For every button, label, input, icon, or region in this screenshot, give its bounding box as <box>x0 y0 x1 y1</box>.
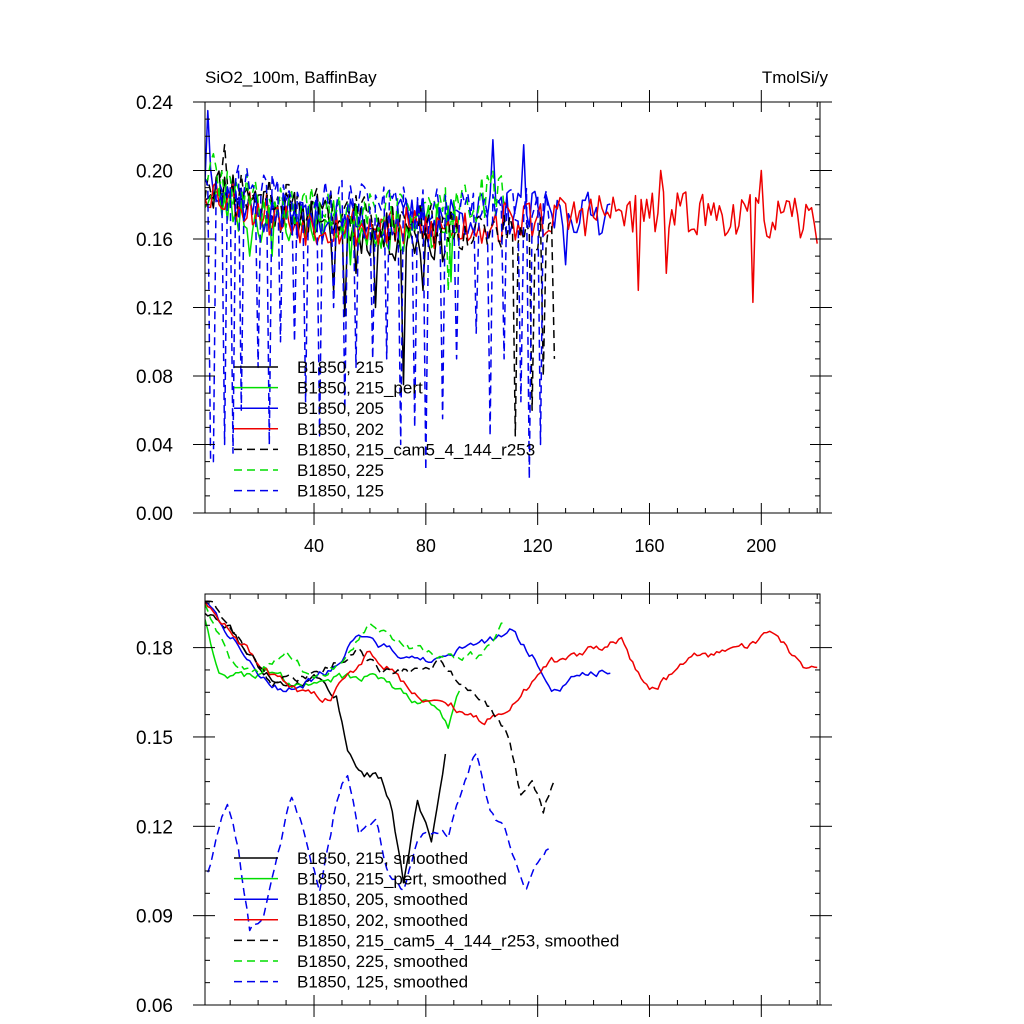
x-tick-label: 160 <box>634 536 664 556</box>
x-tick-label: 40 <box>304 536 324 556</box>
y-tick-label: 0.06 <box>136 996 173 1017</box>
top-title-right: TmolSi/y <box>762 68 829 87</box>
legend-label-6: B1850, 125, smoothed <box>297 973 468 992</box>
legend-label-0: B1850, 215, smoothed <box>297 849 468 868</box>
y-tick-label: 0.16 <box>136 230 173 251</box>
x-tick-label: 120 <box>523 536 553 556</box>
legend-label-1: B1850, 215_pert, smoothed <box>297 870 507 889</box>
y-tick-label: 0.24 <box>136 93 173 114</box>
series-line-4 <box>205 600 556 814</box>
legend-label-6: B1850, 125 <box>297 482 384 501</box>
x-tick-label: 80 <box>416 536 436 556</box>
series-line-6 <box>207 752 553 932</box>
legend-label-5: B1850, 225 <box>297 461 384 480</box>
series-line-5 <box>205 152 505 292</box>
series-group <box>205 109 818 480</box>
series-line-0 <box>205 170 447 386</box>
y-tick-label: 0.12 <box>136 817 173 838</box>
series-line-1 <box>205 619 461 729</box>
legend-label-1: B1850, 215_pert <box>297 379 423 398</box>
y-tick-label: 0.08 <box>136 367 173 388</box>
series-line-5 <box>205 604 505 680</box>
y-tick-label: 0.20 <box>136 162 173 183</box>
y-tick-label: 0.15 <box>136 728 173 749</box>
legend-label-4: B1850, 215_cam5_4_144_r253, smoothed <box>297 931 619 950</box>
y-tick-label: 0.09 <box>136 907 173 928</box>
y-tick-label: 0.18 <box>136 639 173 660</box>
y-tick-label: 0.00 <box>136 504 173 525</box>
legend-label-5: B1850, 225, smoothed <box>297 952 468 971</box>
series-group <box>205 600 818 932</box>
bottom-panel: 0.06 0.09 0.12 0.15 0.18 B1850, 215, smoothed… <box>136 582 832 1017</box>
legend-label-3: B1850, 202 <box>297 420 384 439</box>
y-tick-label: 0.04 <box>136 436 173 457</box>
series-line-3 <box>205 169 818 304</box>
legend-label-0: B1850, 215 <box>297 358 384 377</box>
legend-label-2: B1850, 205, smoothed <box>297 890 468 909</box>
legend-label-4: B1850, 215_cam5_4_144_r253 <box>297 440 535 459</box>
series-line-0 <box>205 612 447 884</box>
legend-label-2: B1850, 205 <box>297 399 384 418</box>
top-title-left: SiO2_100m, BaffinBay <box>205 68 377 87</box>
series-line-2 <box>205 600 611 693</box>
x-tick-label: 200 <box>746 536 776 556</box>
top-panel: SiO2_100m, BaffinBay TmolSi/y 40 80 120 160… <box>136 68 832 556</box>
legend-label-3: B1850, 202, smoothed <box>297 911 468 930</box>
plot-frame <box>204 593 821 1006</box>
series-line-3 <box>205 601 818 726</box>
y-tick-label: 0.12 <box>136 299 173 320</box>
